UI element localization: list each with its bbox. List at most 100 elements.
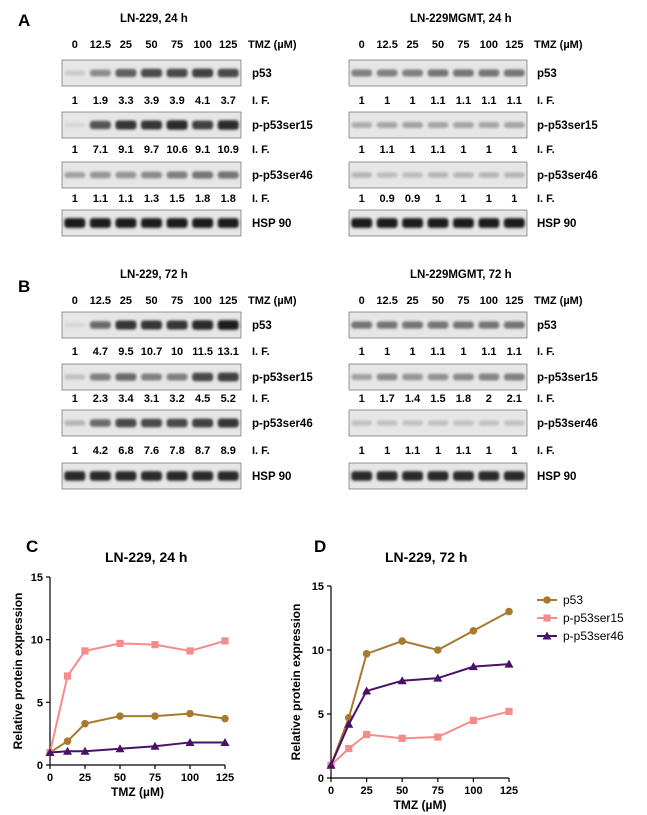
band [351, 420, 373, 426]
blot-label: p-p53ser46 [252, 170, 313, 182]
if-label: I. F. [537, 95, 555, 107]
band [351, 172, 373, 178]
if-value: 2.3 [93, 393, 108, 405]
lane-label: 75 [171, 295, 183, 307]
band [503, 172, 525, 178]
band [64, 420, 86, 426]
band [453, 471, 474, 481]
band-group [64, 171, 239, 179]
band [89, 419, 111, 427]
if-value: 1 [511, 193, 517, 205]
if-value: 1 [486, 445, 492, 457]
if-value: 1.1 [430, 346, 445, 358]
band-group [351, 69, 525, 77]
if-value: 1 [359, 144, 365, 156]
data-point [397, 676, 407, 685]
data-point [80, 746, 90, 755]
x-tick-label: 50 [114, 772, 126, 784]
data-point [398, 734, 406, 742]
band [192, 320, 214, 330]
if-value: 3.7 [221, 95, 236, 107]
band [217, 320, 239, 330]
data-point [363, 730, 371, 739]
if-value: 3.2 [169, 393, 184, 405]
western-blot-panels: A LN-229, 24 h0 12.5 25 50 75 100 125 TMZ (µM)p5… [18, 11, 598, 490]
if-label: I. F. [537, 144, 555, 156]
band [166, 218, 188, 228]
band [64, 171, 86, 179]
x-tick-label: 25 [79, 772, 91, 784]
if-value: 1.8 [195, 193, 210, 205]
data-point [505, 707, 513, 716]
band [217, 68, 239, 78]
band [351, 69, 373, 77]
band [402, 172, 423, 178]
if-value: 1 [486, 144, 492, 156]
lane-label: 25 [120, 295, 132, 307]
if-value: 3.9 [169, 95, 184, 107]
if-value: 1.1 [481, 95, 496, 107]
lane-label: 125 [505, 39, 523, 51]
if-value: 9.1 [118, 144, 133, 156]
if-value: 9.7 [144, 144, 159, 156]
data-point [469, 627, 478, 635]
if-value: 1 [511, 445, 517, 457]
y-tick-label: 0 [318, 773, 324, 785]
band [351, 218, 373, 228]
band [115, 373, 137, 381]
band-group [351, 218, 525, 228]
y-tick-label: 15 [31, 572, 43, 584]
lane-label: 50 [432, 295, 444, 307]
if-value: 8.9 [221, 445, 236, 457]
panel-letter-b: B [18, 277, 30, 296]
panel-letter-d: D [314, 537, 326, 556]
x-tick-label: 0 [328, 785, 334, 797]
band [427, 69, 449, 77]
lane-label: 0 [72, 295, 78, 307]
band [376, 69, 398, 77]
band [166, 471, 188, 481]
band [141, 373, 162, 381]
series-line [49, 741, 225, 754]
band [478, 373, 500, 381]
band [217, 120, 239, 130]
data-point [433, 673, 443, 682]
if-value: 1 [460, 144, 466, 156]
blot-label: p-p53ser46 [537, 418, 598, 430]
if-value: 1.1 [430, 95, 445, 107]
if-value: 5.2 [221, 393, 236, 405]
if-label: I. F. [252, 95, 270, 107]
band [89, 171, 111, 179]
band [478, 69, 500, 77]
blot-label: HSP 90 [537, 218, 576, 230]
band-group [64, 471, 239, 481]
if-value: 2 [486, 393, 492, 405]
band [503, 373, 525, 381]
if-value: 1 [72, 393, 78, 405]
band-group [351, 420, 525, 426]
band [217, 218, 239, 228]
band [64, 374, 86, 380]
band [89, 471, 111, 481]
band [166, 68, 188, 78]
y-axis-label: Relative protein expression [289, 604, 303, 761]
data-point [434, 733, 442, 741]
band [192, 171, 214, 179]
band [217, 372, 239, 382]
band [376, 373, 398, 381]
tmz-unit-label: TMZ (µM) [248, 39, 297, 51]
if-value: 1 [359, 95, 365, 107]
band [217, 171, 239, 179]
band [141, 218, 162, 228]
band [217, 471, 239, 481]
band [376, 471, 398, 481]
if-label: I. F. [537, 445, 555, 457]
if-value: 1.8 [221, 193, 236, 205]
band [89, 321, 111, 329]
data-point [362, 650, 371, 658]
x-tick-label: 100 [464, 785, 482, 797]
x-tick-label: 75 [149, 772, 161, 784]
if-value: 1 [72, 346, 78, 358]
if-value: 10.9 [218, 144, 239, 156]
series-line [49, 639, 226, 753]
